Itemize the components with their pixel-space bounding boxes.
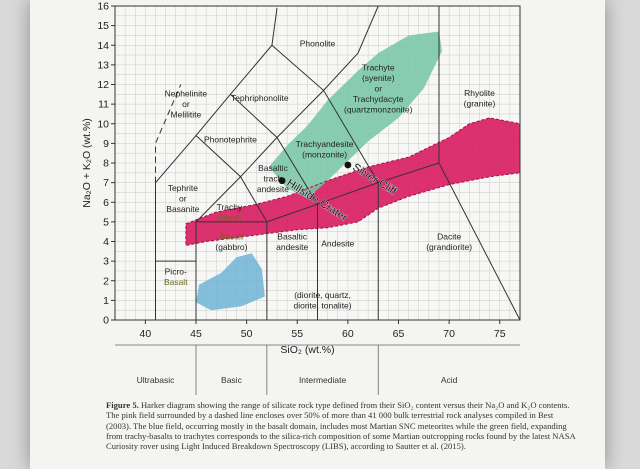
field-label: Nephelinite [165, 89, 208, 99]
rock-class-bar: Ultrabasic Basic Intermediate Acid [115, 344, 520, 395]
y-tick-label: 4 [103, 236, 109, 248]
field-label: (quartzmonzonite) [344, 104, 413, 114]
x-tick-label: 55 [291, 328, 303, 340]
blue-field [196, 253, 265, 311]
y-tick-label: 16 [97, 1, 109, 13]
y-tick-label: 15 [97, 20, 109, 32]
x-tick-label: 45 [190, 328, 202, 340]
field-label: (monzonite) [302, 150, 347, 160]
field-label: or [374, 83, 382, 93]
field-label: Trachyandesite [296, 139, 354, 149]
x-tick-label: 65 [393, 328, 405, 340]
y-tick-label: 12 [97, 79, 109, 91]
caption-label: Figure 5. [106, 400, 139, 410]
field-label: Dacite [437, 231, 461, 241]
field-label: Basaltic [258, 163, 289, 173]
field-label: andesite [257, 184, 289, 194]
field-label: andesite [276, 242, 308, 252]
field-label: Basalt [218, 212, 242, 222]
field-labels: PhonoliteNepheliniteorMelilititeTephriph… [164, 38, 496, 310]
field-label: Rhyolite [464, 88, 495, 98]
x-tick-label: 60 [342, 328, 354, 340]
class-label: Basic [221, 375, 243, 385]
y-tick-label: 0 [103, 315, 109, 327]
boundary-line [230, 93, 318, 205]
boundary-line [195, 5, 379, 223]
field-label: Trachydacyte [353, 94, 404, 104]
x-axis-label: SiO₂ (wt.%) [280, 344, 334, 356]
y-axis-label: Na₂O + K₂O (wt.%) [81, 118, 93, 208]
boundary-line [155, 7, 278, 262]
y-tick-label: 3 [103, 256, 109, 268]
y-tick-label: 9 [103, 138, 109, 150]
document-page: 0 1 2 3 4 5 6 7 8 9 10 11 12 13 14 15 16 40 45 50 55 60 65 70 75… [30, 0, 605, 469]
field-label: (diorite, quartz, [294, 290, 351, 300]
field-label: Trachyte [362, 62, 395, 72]
field-label: Tephrite [168, 183, 199, 193]
x-tick-label: 70 [443, 328, 455, 340]
field-label: or [179, 193, 187, 203]
caption-text: Harker diagram showing the range of sili… [106, 400, 576, 452]
field-label: Trachy [217, 202, 243, 212]
field-label: trach [263, 174, 282, 184]
pink-field-dashed-outline [185, 117, 521, 247]
field-label: Basanite [166, 204, 199, 214]
field-label: Phonotephrite [204, 134, 257, 144]
y-tick-label: 13 [97, 59, 109, 71]
y-tick-label: 6 [103, 197, 109, 209]
y-tick-label: 10 [97, 118, 109, 130]
y-tick-label: 1 [103, 295, 109, 307]
x-tick-label: 40 [140, 328, 152, 340]
field-label: (grandiorite) [426, 242, 472, 252]
field-label: Andesite [321, 238, 354, 248]
field-label: Basalt [220, 231, 244, 241]
field-label: Basaltic [277, 231, 308, 241]
field-label: or [182, 99, 190, 109]
figure-caption: Figure 5. Harker diagram showing the ran… [106, 400, 576, 451]
x-tick-label: 50 [241, 328, 253, 340]
field-boundaries [155, 5, 521, 321]
data-fields [185, 31, 521, 311]
dashed-boundary-line [155, 84, 182, 183]
y-tick-label: 8 [103, 158, 109, 170]
boundary-line [271, 44, 379, 183]
y-tick-label: 7 [103, 177, 109, 189]
field-label: Picro- [165, 267, 187, 277]
class-label: Ultrabasic [137, 375, 176, 385]
field-label: Basalt [164, 277, 188, 287]
field-label: diorite, tonalite) [294, 301, 352, 311]
field-label: Tephriphonolite [231, 93, 289, 103]
y-tick-label: 11 [98, 99, 109, 111]
class-label: Acid [441, 375, 458, 385]
class-label: Intermediate [299, 375, 347, 385]
field-label: (syenite) [362, 73, 395, 83]
green-field [268, 31, 443, 199]
y-tick-label: 2 [103, 275, 109, 287]
y-tick-label: 14 [97, 40, 109, 52]
data-point [344, 161, 352, 169]
pink-field [185, 117, 520, 246]
field-label: Melilitite [171, 110, 202, 120]
boundary-line [195, 135, 268, 223]
x-tick-label: 75 [494, 328, 506, 340]
y-tick-label: 5 [103, 216, 109, 228]
data-point [278, 177, 286, 185]
field-label: Phonolite [300, 38, 336, 48]
boundary-line [195, 221, 268, 320]
field-label: (granite) [464, 98, 496, 108]
field-label: (gabbro) [215, 242, 247, 252]
